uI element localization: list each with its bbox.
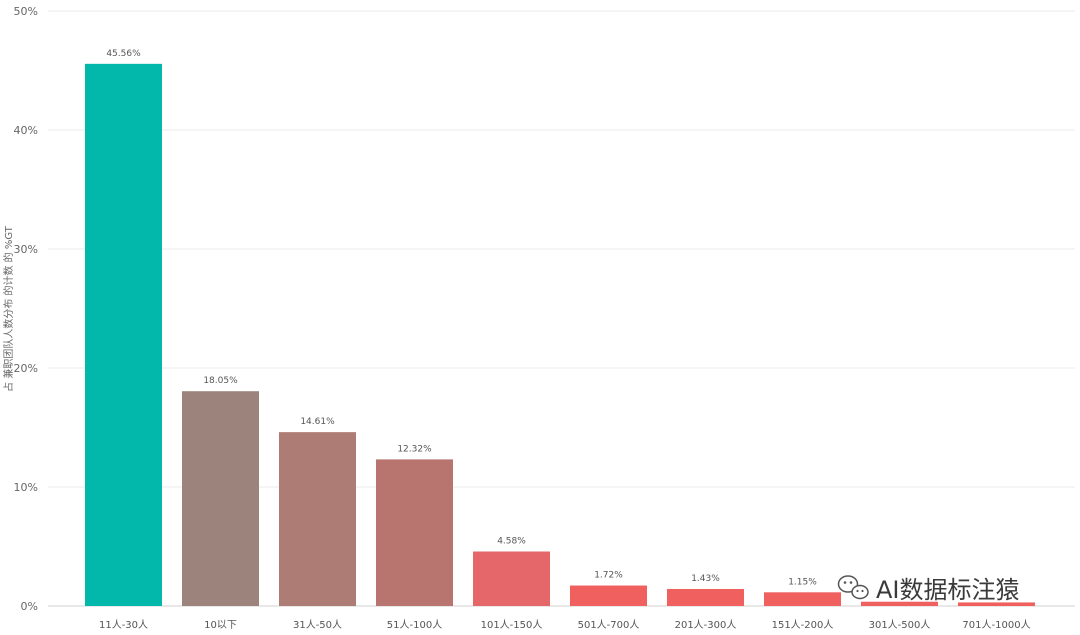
bar (570, 585, 647, 606)
bar (473, 551, 550, 606)
bar (376, 459, 453, 606)
bar (667, 588, 744, 606)
x-category-label: 151人-200人 (772, 619, 834, 631)
data-label: 1.43% (691, 574, 720, 584)
bar (764, 592, 841, 606)
bar (958, 602, 1035, 606)
x-category-label: 301人-500人 (869, 619, 931, 631)
x-axis-categories: 11人-30人 10以下 31人-50人 51人-100人 101人-150人 501人-… (99, 619, 1031, 631)
x-category-label: 10以下 (204, 620, 237, 631)
y-tick-label: 30% (14, 243, 38, 256)
bar (279, 432, 356, 606)
y-tick-label: 10% (14, 481, 38, 494)
bar (182, 391, 259, 606)
y-axis-label: 占 兼职团队人数分布 的计数 的 %GT (2, 225, 15, 392)
bar (861, 601, 938, 606)
data-label: 45.56% (106, 49, 141, 59)
x-category-label: 501人-700人 (578, 619, 640, 631)
x-category-label: 201人-300人 (675, 619, 737, 631)
wechat-icon (837, 575, 869, 600)
x-category-label: 31人-50人 (293, 619, 342, 631)
y-axis-ticks: 0% 10% 20% 30% 40% 50% (14, 5, 38, 613)
bars (85, 63, 1035, 606)
y-tick-label: 0% (21, 600, 38, 613)
bar (85, 63, 162, 606)
data-label: 18.05% (203, 376, 238, 386)
data-label: 1.72% (594, 571, 623, 581)
watermark-text: AI数据标注猿 (876, 576, 1020, 604)
y-tick-label: 40% (14, 124, 38, 137)
data-label: 4.58% (497, 536, 526, 546)
watermark: AI数据标注猿 (837, 575, 1020, 604)
y-tick-label: 20% (14, 362, 38, 375)
x-category-label: 11人-30人 (99, 619, 148, 631)
y-tick-label: 50% (14, 5, 38, 18)
data-label: 12.32% (397, 444, 432, 454)
data-labels: 45.56% 18.05% 14.61% 12.32% 4.58% 1.72% 1.43% 1… (106, 49, 817, 587)
x-category-label: 701人-1000人 (962, 619, 1030, 631)
x-category-label: 101人-150人 (481, 619, 543, 631)
data-label: 1.15% (788, 577, 817, 587)
x-category-label: 51人-100人 (387, 619, 442, 631)
data-label: 14.61% (300, 417, 335, 427)
